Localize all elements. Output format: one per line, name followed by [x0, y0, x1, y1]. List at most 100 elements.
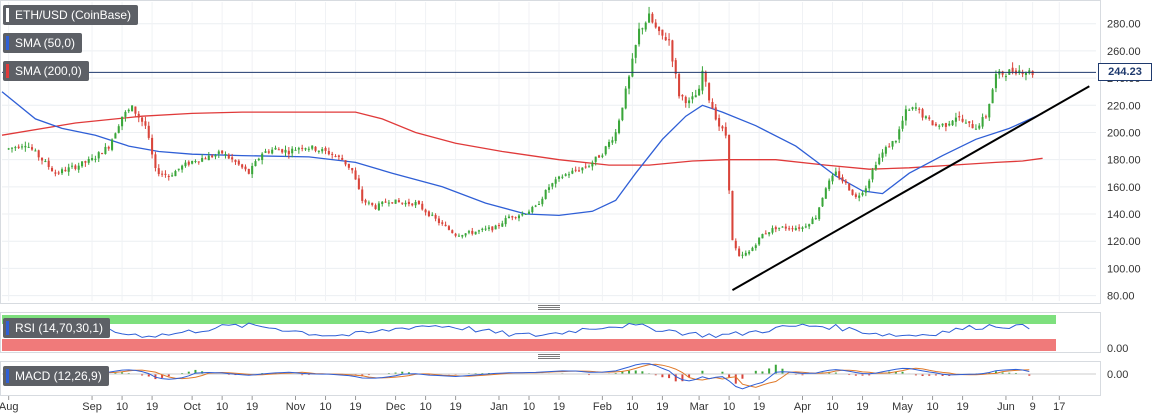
candle-body	[264, 151, 267, 153]
candle	[1004, 73, 1007, 82]
candle	[938, 124, 941, 130]
candle	[481, 227, 484, 233]
candle	[177, 168, 180, 172]
pane-resize-handle[interactable]	[538, 354, 560, 359]
candle	[244, 164, 247, 172]
candle	[1024, 71, 1027, 81]
candle-body	[147, 125, 150, 138]
candle	[297, 146, 300, 154]
candle-body	[177, 168, 180, 170]
candle-body	[24, 145, 27, 148]
macd-histogram-bar	[861, 374, 864, 376]
y-tick-label: 100.00	[1107, 263, 1141, 275]
candle	[271, 147, 274, 155]
candle-body	[751, 247, 754, 251]
candle-body	[731, 190, 734, 241]
candle-body	[207, 155, 210, 161]
candle	[281, 148, 284, 154]
candle	[397, 198, 400, 203]
candle	[628, 74, 631, 95]
sma-200-label[interactable]: SMA (200,0)	[3, 61, 89, 81]
candle-body	[421, 203, 424, 210]
symbol-label-text: ETH/USD (CoinBase)	[15, 8, 132, 22]
macd-label[interactable]: MACD (12,26,9)	[3, 366, 109, 386]
candle	[801, 226, 804, 232]
candle-body	[357, 178, 360, 190]
candle-body	[931, 120, 934, 126]
candle-body	[237, 160, 240, 165]
candle-body	[191, 160, 194, 164]
sma-50-label[interactable]: SMA (50,0)	[3, 33, 83, 53]
candle-body	[107, 146, 110, 149]
candle	[587, 164, 591, 168]
candle-body	[861, 192, 864, 196]
candle	[197, 161, 200, 165]
trendline-layer	[731, 85, 1090, 291]
candle-body	[284, 149, 287, 153]
candle	[417, 200, 420, 205]
candle-body	[474, 231, 477, 235]
candle-body	[684, 96, 687, 104]
candle	[104, 143, 107, 155]
candle	[137, 111, 140, 123]
candle	[648, 6, 651, 23]
macd-histogram-bar	[901, 371, 904, 374]
candle	[671, 39, 674, 68]
candle-body	[331, 153, 334, 155]
x-tick-label: 10	[626, 401, 638, 413]
candle	[761, 233, 764, 239]
candle	[154, 151, 157, 172]
candle	[484, 225, 487, 232]
candle	[117, 124, 120, 134]
candle	[537, 201, 541, 205]
candle-body	[161, 173, 164, 175]
candle	[94, 155, 97, 163]
candle	[771, 225, 774, 235]
candle-body	[924, 116, 927, 119]
candle	[774, 225, 777, 233]
candle-body	[901, 120, 904, 129]
macd-histogram-bar	[427, 374, 430, 376]
candle-body	[547, 187, 551, 190]
candle-body	[534, 205, 537, 207]
candle	[781, 226, 784, 228]
candle	[171, 172, 174, 177]
candle-body	[117, 126, 120, 133]
candle	[127, 108, 130, 114]
candle-body	[424, 209, 427, 213]
candle-body	[101, 153, 104, 155]
candle-body	[1024, 72, 1027, 75]
candle-body	[251, 165, 254, 175]
candle-body	[524, 213, 527, 215]
rsi-line-layer	[8, 322, 1030, 338]
candle	[371, 202, 374, 207]
x-tick-label: 10	[723, 401, 735, 413]
candle	[851, 189, 854, 196]
candle	[241, 163, 244, 170]
candle-body	[324, 147, 327, 151]
candle	[84, 160, 87, 167]
symbol-label[interactable]: ETH/USD (CoinBase)	[3, 5, 139, 25]
candle	[711, 98, 714, 109]
candle	[978, 123, 981, 130]
candle-body	[441, 222, 444, 224]
candle	[247, 168, 250, 175]
rsi-label[interactable]: RSI (14,70,30,1)	[3, 318, 111, 338]
candle	[17, 144, 20, 150]
candle	[291, 146, 294, 158]
candle-body	[871, 169, 874, 180]
candle-body	[227, 154, 230, 159]
candle	[514, 216, 517, 220]
candle	[321, 147, 324, 154]
macd-histogram-bar	[854, 374, 857, 376]
macd-histogram-bar	[768, 368, 771, 374]
candle-body	[567, 174, 571, 176]
candle	[971, 120, 974, 129]
candle-body	[411, 203, 414, 206]
candle	[601, 153, 604, 159]
pane-resize-handle[interactable]	[538, 305, 560, 310]
candle	[327, 147, 330, 156]
candle-body	[574, 169, 577, 171]
candle-body	[954, 117, 957, 122]
candle	[311, 145, 314, 151]
